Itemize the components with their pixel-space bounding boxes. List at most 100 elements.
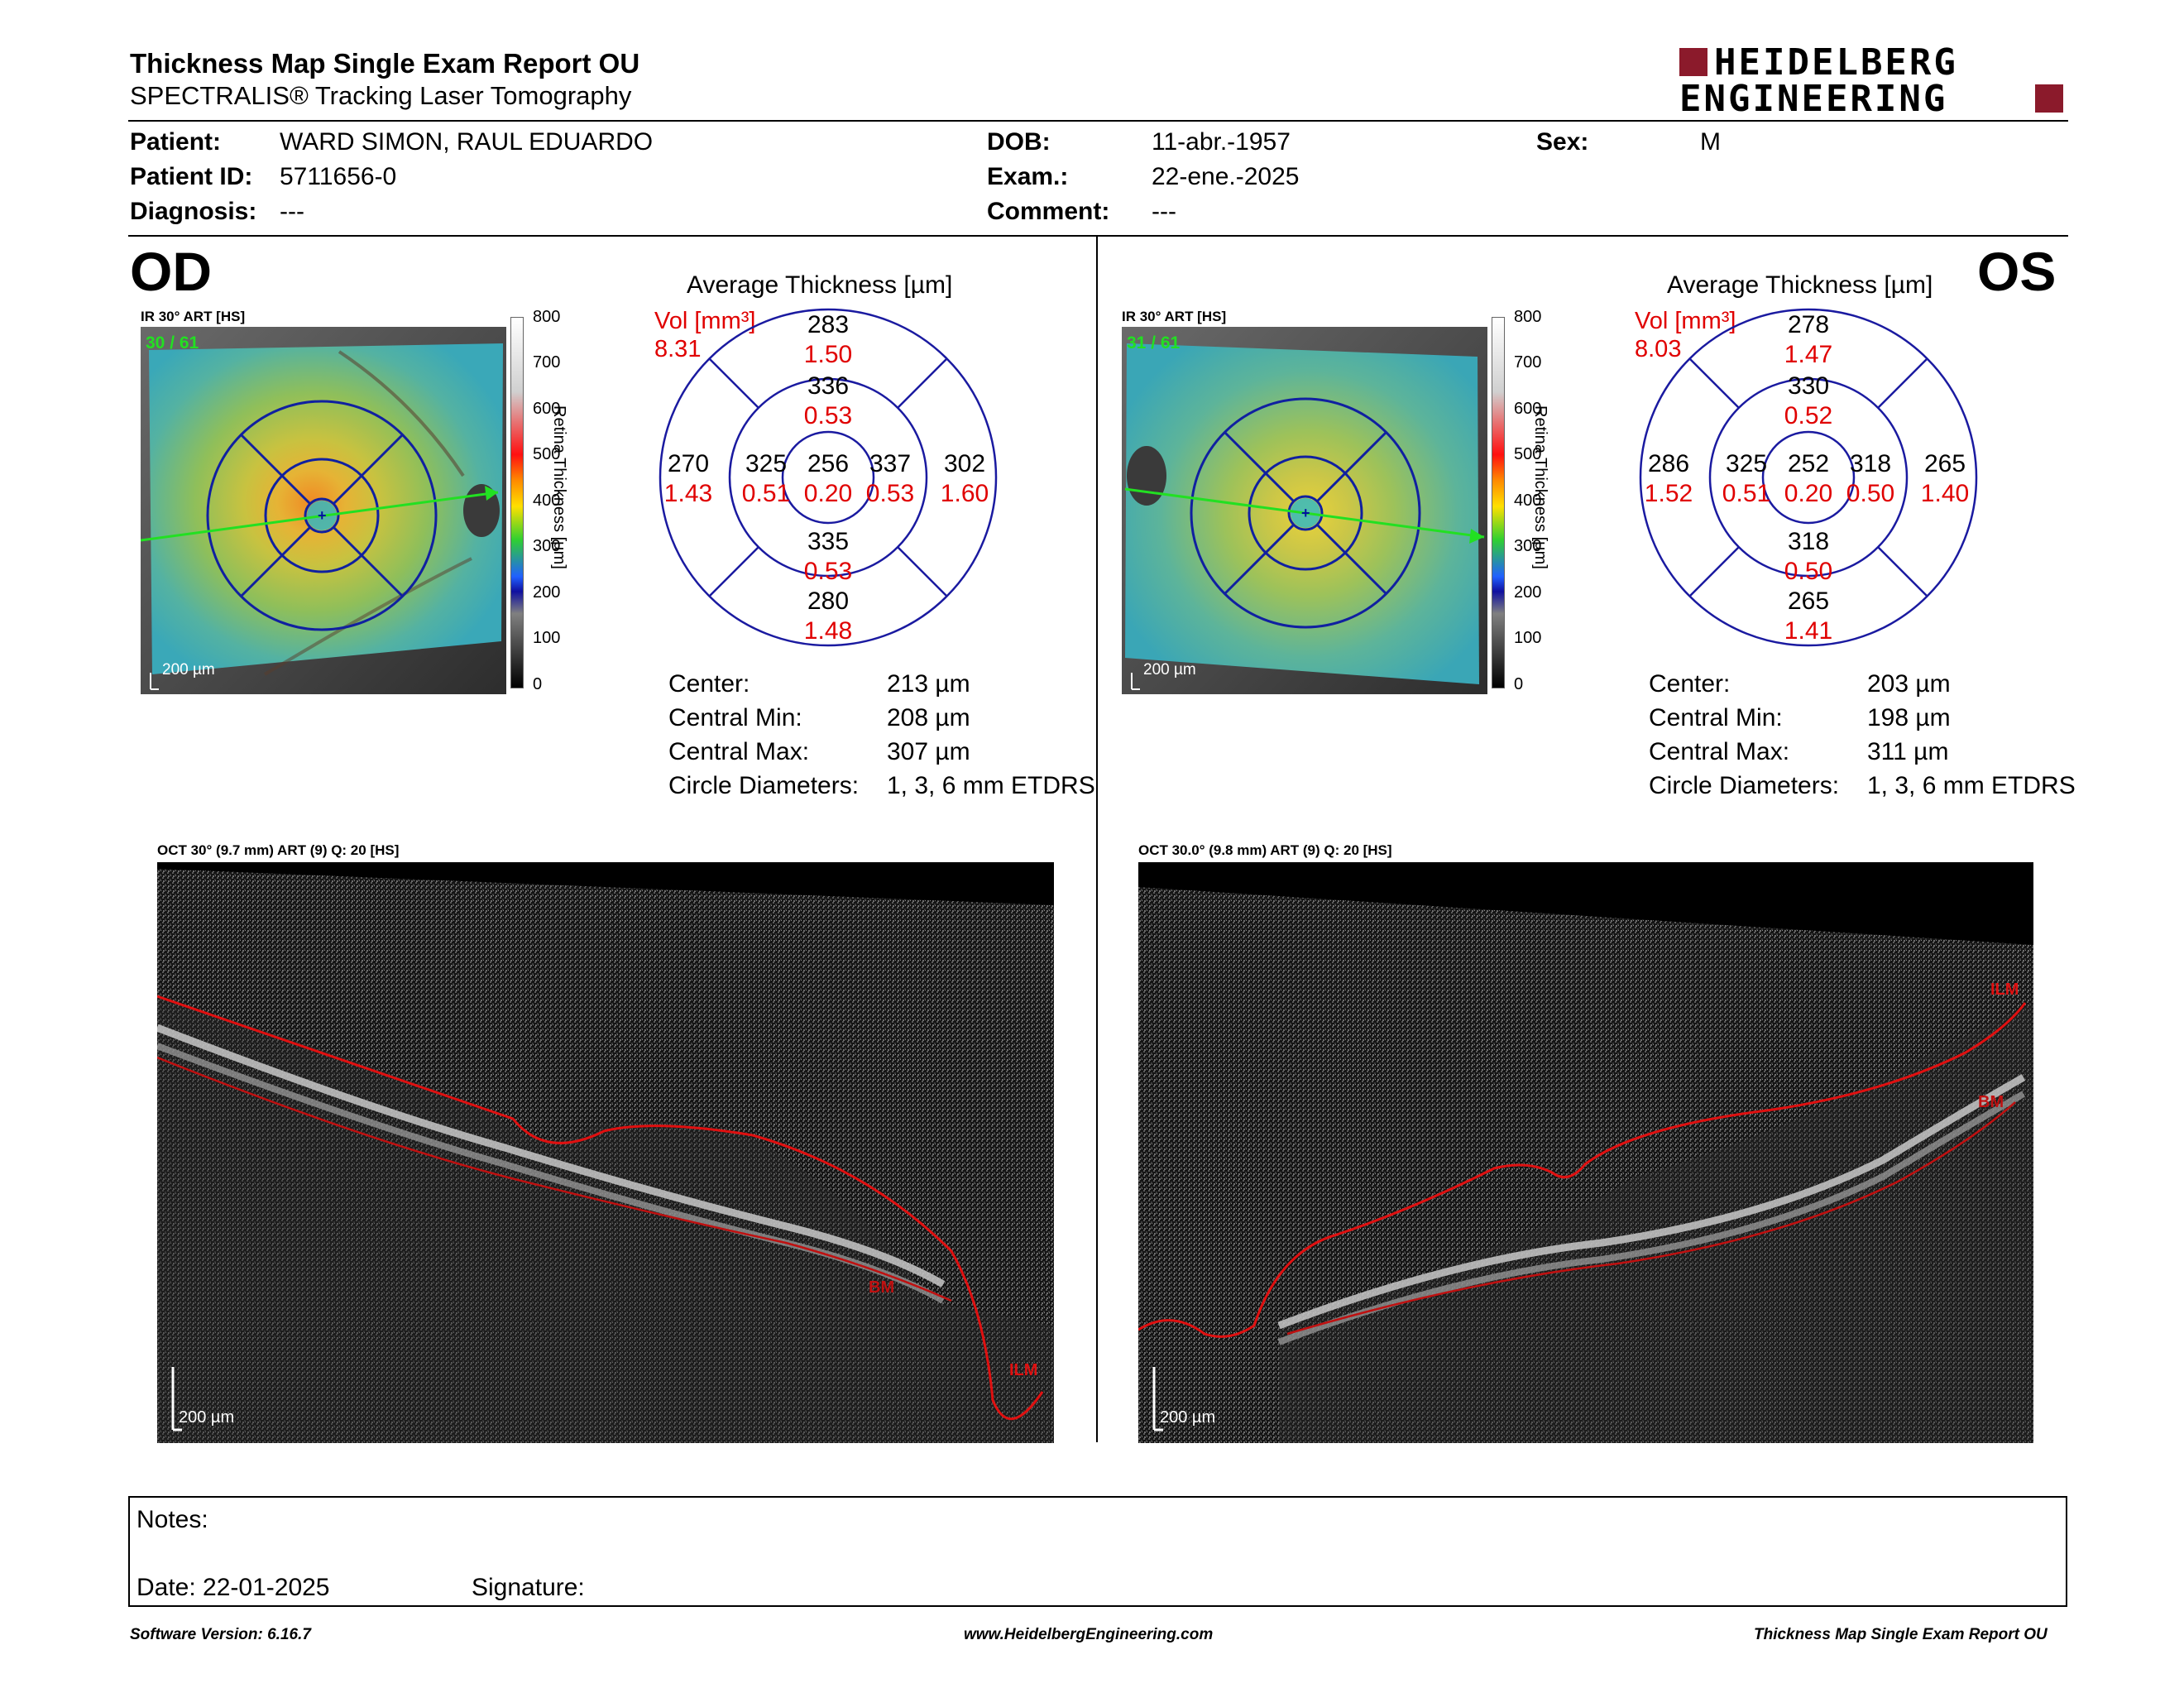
os-circle-diam-label: Circle Diameters: (1649, 772, 1840, 799)
os-etdrs-grid (1639, 308, 1978, 647)
os-eye-label: OS (1977, 241, 2057, 302)
od-colorbar-ticks: 800 700 600 500 400 300 200 100 0 (533, 308, 566, 697)
os-ilm-tag: ILM (1990, 981, 2019, 999)
notes-date: Date: 22-01-2025 (136, 1574, 330, 1601)
os-colorbar (1492, 317, 1505, 688)
logo-line1: HEIDELBERG (1714, 41, 1958, 84)
os-inner-right-thickness: 318 (1849, 450, 1892, 477)
diagnosis-label: Diagnosis: (130, 198, 257, 225)
od-center-thickness: 256 (807, 450, 850, 477)
od-fundus-scale: 200 µm (162, 661, 215, 679)
od-vol-value: 8.31 (654, 336, 702, 362)
patient-divider (128, 235, 2068, 237)
od-outer-left-volume: 1.43 (663, 480, 713, 507)
od-inner-right-thickness: 337 (869, 450, 912, 477)
od-oct-scale: 200 µm (179, 1408, 234, 1427)
od-central-min-label: Central Min: (668, 704, 802, 731)
od-tick: 300 (533, 537, 561, 555)
os-vol-value: 8.03 (1635, 336, 1682, 362)
os-outer-inf-volume: 1.41 (1784, 617, 1833, 645)
od-outer-sup-volume: 1.50 (803, 341, 853, 368)
od-ilm-tag: ILM (1009, 1361, 1037, 1379)
od-tick: 800 (533, 308, 561, 326)
od-outer-right-thickness: 302 (943, 450, 986, 477)
os-colorbar-title: Retina Thickness [µm] (1531, 405, 1549, 569)
od-inner-inf-thickness: 335 (807, 528, 850, 555)
os-central-min-label: Central Min: (1649, 704, 1783, 731)
od-chart-title: Average Thickness [µm] (687, 271, 953, 299)
od-outer-inf-volume: 1.48 (803, 617, 853, 645)
os-tick: 0 (1514, 675, 1524, 693)
od-tick: 500 (533, 445, 561, 463)
os-tick: 100 (1514, 629, 1542, 647)
os-tick: 800 (1514, 308, 1542, 326)
od-inner-sup-thickness: 336 (807, 372, 850, 400)
od-colorbar-title: Retina Thickness [µm] (550, 405, 568, 569)
od-outer-sup-thickness: 283 (807, 311, 850, 338)
od-center-label: Center: (668, 670, 750, 698)
center-divider (1096, 237, 1098, 1442)
os-outer-inf-thickness: 265 (1787, 587, 1830, 615)
os-ir-label: IR 30° ART [HS] (1122, 309, 1227, 324)
os-center-value: 203 µm (1867, 670, 1951, 698)
os-tick: 500 (1514, 445, 1542, 463)
os-vol-label: Vol [mm³] (1635, 308, 1736, 334)
od-circle-diam-value: 1, 3, 6 mm ETDRS (887, 772, 1095, 799)
od-oct-label: OCT 30° (9.7 mm) ART (9) Q: 20 [HS] (157, 842, 400, 858)
os-outer-right-thickness: 265 (1923, 450, 1966, 477)
svg-text:+: + (318, 507, 327, 524)
od-tick: 400 (533, 492, 561, 510)
os-tick: 400 (1514, 492, 1542, 510)
od-center-value: 213 µm (887, 670, 970, 698)
od-central-max-value: 307 µm (887, 738, 970, 765)
heidelberg-logo: HEIDELBERG ENGINEERING (1679, 41, 2068, 120)
logo-square-top (1679, 48, 1707, 76)
exam-label: Exam.: (987, 163, 1069, 190)
os-inner-left-thickness: 325 (1725, 450, 1768, 477)
os-outer-left-volume: 1.52 (1644, 480, 1693, 507)
od-central-max-label: Central Max: (668, 738, 810, 765)
os-oct-scan: ILM BM 200 µm (1138, 862, 2033, 1443)
od-tick: 700 (533, 353, 561, 372)
od-inner-sup-volume: 0.53 (803, 402, 853, 429)
dob-value: 11-abr.-1957 (1152, 128, 1291, 156)
report-title: Thickness Map Single Exam Report OU (130, 48, 640, 79)
footer-url[interactable]: www.HeidelbergEngineering.com (964, 1626, 1214, 1643)
os-central-max-value: 311 µm (1867, 738, 1949, 765)
od-ir-counter: 30 / 61 (146, 333, 199, 352)
logo-square-bottom (2035, 84, 2063, 113)
os-fundus-scale: 200 µm (1143, 661, 1196, 679)
os-inner-inf-thickness: 318 (1787, 528, 1830, 555)
sex-value: M (1700, 128, 1721, 156)
od-inner-left-thickness: 325 (745, 450, 788, 477)
os-chart-title: Average Thickness [µm] (1667, 271, 1933, 299)
os-inner-left-volume: 0.51 (1722, 480, 1771, 507)
signature-label: Signature: (472, 1574, 585, 1601)
od-vol-label: Vol [mm³] (654, 308, 756, 334)
svg-text:+: + (1301, 505, 1310, 521)
patient-label: Patient: (130, 128, 222, 156)
os-inner-inf-volume: 0.50 (1784, 558, 1833, 585)
comment-label: Comment: (987, 198, 1110, 225)
od-central-min-value: 208 µm (887, 704, 970, 731)
os-oct-scale: 200 µm (1160, 1408, 1215, 1427)
os-colorbar-ticks: 800 700 600 500 400 300 200 100 0 (1514, 308, 1547, 697)
os-central-min-value: 198 µm (1867, 704, 1951, 731)
notes-box[interactable]: Notes: Date: 22-01-2025 Signature: (128, 1496, 2067, 1607)
od-sector-values: 283 1.50 336 0.53 256 0.20 325 0.51 337 … (659, 308, 998, 647)
od-inner-left-volume: 0.51 (741, 480, 791, 507)
os-oct-label: OCT 30.0° (9.8 mm) ART (9) Q: 20 [HS] (1138, 842, 1392, 858)
os-outer-sup-volume: 1.47 (1784, 341, 1833, 368)
patient-id-value: 5711656-0 (280, 163, 397, 190)
od-bm-tag: BM (869, 1278, 894, 1297)
od-etdrs-grid (659, 308, 998, 647)
os-outer-right-volume: 1.40 (1920, 480, 1970, 507)
od-inner-inf-volume: 0.53 (803, 558, 853, 585)
od-outer-left-thickness: 270 (667, 450, 710, 477)
os-sector-values: 278 1.47 330 0.52 252 0.20 325 0.51 318 … (1639, 308, 1978, 647)
patient-value: WARD SIMON, RAUL EDUARDO (280, 128, 654, 156)
od-tick: 600 (533, 400, 561, 418)
od-tick: 0 (533, 675, 543, 693)
comment-value: --- (1152, 198, 1176, 225)
dob-label: DOB: (987, 128, 1051, 156)
